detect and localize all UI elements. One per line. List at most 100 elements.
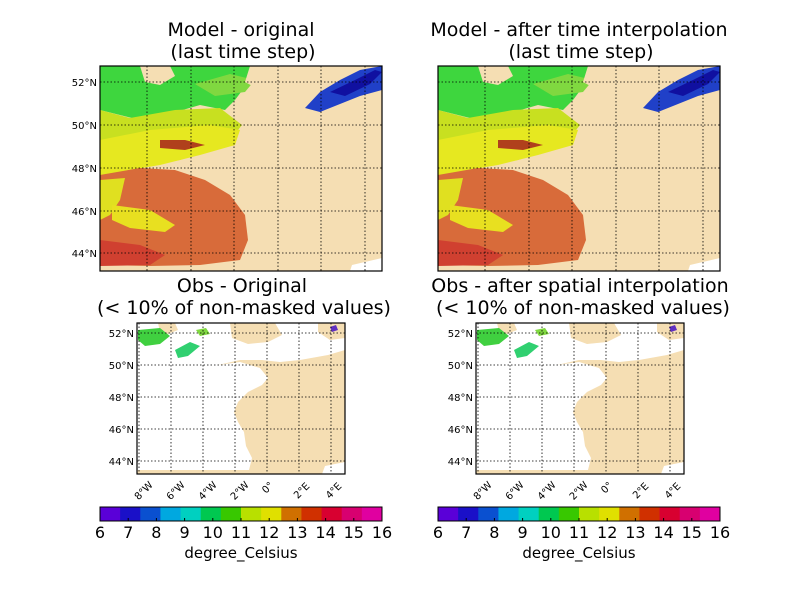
colorbar-tick-label: 12	[597, 523, 617, 542]
lon-label: 4°E	[324, 481, 344, 501]
colorbar-right: 6 7 8 9 10 11 12 13 14 15 16 degree_Celsius	[433, 506, 730, 563]
channel-green-patch	[195, 74, 255, 96]
graticule	[100, 66, 382, 271]
england-land	[230, 323, 282, 344]
lon-label: 4°E	[663, 481, 683, 501]
lat-label: 46°N	[448, 425, 473, 436]
colorbar-tick-label: 14	[653, 523, 673, 542]
lat-label: 44°N	[109, 457, 134, 468]
obs-patch-green-2	[175, 342, 200, 358]
model-map-interp	[438, 66, 720, 271]
lat-label: 48°N	[109, 393, 134, 404]
colorbar-left: 6 7 8 9 10 11 12 13 14 15 16 degree_Celsius	[95, 506, 392, 563]
panel-title-line1: Model - original	[168, 19, 315, 41]
shelf-water-yellow-2	[100, 178, 125, 220]
shelf-water-yellow	[100, 125, 240, 175]
panel-model-interp: Model - after time interpolation (last t…	[430, 19, 728, 272]
lon-label: 4°W	[536, 480, 559, 503]
obs-map-original	[137, 323, 345, 474]
north-sea-deep-cold	[330, 70, 382, 96]
colorbar-ticks: 6 7 8 9 10 11 12 13 14 15 16	[433, 518, 730, 542]
map-frame	[437, 65, 721, 272]
lat-labels: 52°N 50°N 48°N 46°N 44°N	[109, 329, 134, 468]
warm-patch	[160, 140, 205, 150]
colorbar-tick-label: 13	[287, 523, 307, 542]
colorbar-swatch	[200, 507, 222, 521]
colorbar-swatch	[619, 507, 640, 521]
lon-label: 0°	[260, 480, 276, 496]
lat-labels: 52°N 50°N 48°N 46°N 44°N	[72, 78, 97, 260]
colorbar-tick-label: 10	[203, 523, 223, 542]
colorbar-swatch	[281, 507, 302, 521]
colorbar-ticks: 6 7 8 9 10 11 12 13 14 15 16	[95, 518, 392, 542]
colorbar-tick-label: 9	[180, 523, 190, 542]
colorbar-tick-label: 13	[625, 523, 645, 542]
map-frame	[475, 322, 685, 475]
lat-label: 50°N	[448, 361, 473, 372]
colorbar-swatch	[321, 507, 343, 521]
colorbar-unit-label: degree_Celsius	[522, 544, 635, 563]
mediterranean-blank	[350, 258, 382, 271]
colorbar-tick-label: 7	[123, 523, 133, 542]
colorbar-swatch	[100, 507, 121, 521]
colorbar-swatch	[120, 507, 141, 521]
france-land	[218, 350, 345, 474]
lon-label: 2°W	[568, 480, 591, 503]
colorbar-tick-label: 16	[372, 523, 392, 542]
lat-label: 52°N	[109, 329, 134, 340]
colorbar-swatch	[599, 507, 620, 521]
colorbar-swatch	[558, 507, 580, 521]
panel-title-line1: Model - after time interpolation	[430, 19, 727, 41]
obs-map-interp	[476, 323, 684, 474]
colorbar-swatch	[458, 507, 479, 521]
colorbar-swatch	[518, 507, 540, 521]
colorbar-tick-label: 16	[710, 523, 730, 542]
netherlands-land	[318, 323, 345, 340]
colorbar-swatch	[579, 507, 600, 521]
england-land	[245, 66, 310, 90]
lat-labels: 52°N 50°N 48°N 46°N 44°N	[448, 329, 473, 468]
panel-obs-interp: Obs - after spatial interpolation (< 10%…	[431, 275, 730, 503]
lon-label: 2°E	[631, 481, 651, 501]
lon-labels: 8°W 6°W 4°W 2°W 0° 2°E 4°E	[133, 480, 345, 503]
panel-title-line1: Obs - after spatial interpolation	[431, 275, 728, 297]
colorbar-swatch	[478, 507, 499, 521]
graticule	[137, 323, 345, 474]
colorbar-swatch	[341, 507, 363, 521]
colorbar-swatch	[438, 507, 459, 521]
colorbar-tick-label: 12	[259, 523, 279, 542]
panel-title-line2: (last time step)	[170, 41, 315, 63]
colorbar-tick-label: 8	[151, 523, 161, 542]
colorbar-tick-label: 15	[344, 523, 364, 542]
lon-label: 4°W	[197, 480, 220, 503]
panel-obs-original: Obs - Original (< 10% of non-masked valu…	[97, 275, 391, 503]
coastal-yellow	[112, 205, 175, 232]
colorbar-swatches	[100, 507, 383, 521]
lat-label: 48°N	[448, 393, 473, 404]
colorbar-swatch	[361, 507, 383, 521]
colorbar-tick-label: 15	[682, 523, 702, 542]
france-land	[228, 96, 382, 271]
colorbar-swatches	[438, 507, 721, 521]
obs-patch-lime	[196, 328, 210, 336]
map-frame	[136, 322, 346, 475]
obs-patch-purple	[330, 325, 338, 332]
lat-label: 50°N	[72, 121, 97, 132]
lon-label: 0°	[599, 480, 615, 496]
lat-label: 46°N	[109, 425, 134, 436]
lat-label: 52°N	[72, 78, 97, 89]
colorbar-unit-label: degree_Celsius	[184, 544, 297, 563]
panel-title-line2: (last time step)	[508, 41, 653, 63]
colorbar-tick-label: 11	[569, 523, 589, 542]
colorbar-swatch	[241, 507, 262, 521]
panel-title-line2: (< 10% of non-masked values)	[436, 297, 730, 319]
colorbar-tick-label: 10	[541, 523, 561, 542]
colorbar-swatch	[261, 507, 282, 521]
lon-label: 8°W	[133, 480, 156, 503]
lat-label: 44°N	[72, 249, 97, 260]
colorbar-swatch	[659, 507, 681, 521]
lat-label: 52°N	[448, 329, 473, 340]
colorbar-swatch	[679, 507, 701, 521]
spain-land	[137, 470, 250, 474]
lon-label: 8°W	[472, 480, 495, 503]
